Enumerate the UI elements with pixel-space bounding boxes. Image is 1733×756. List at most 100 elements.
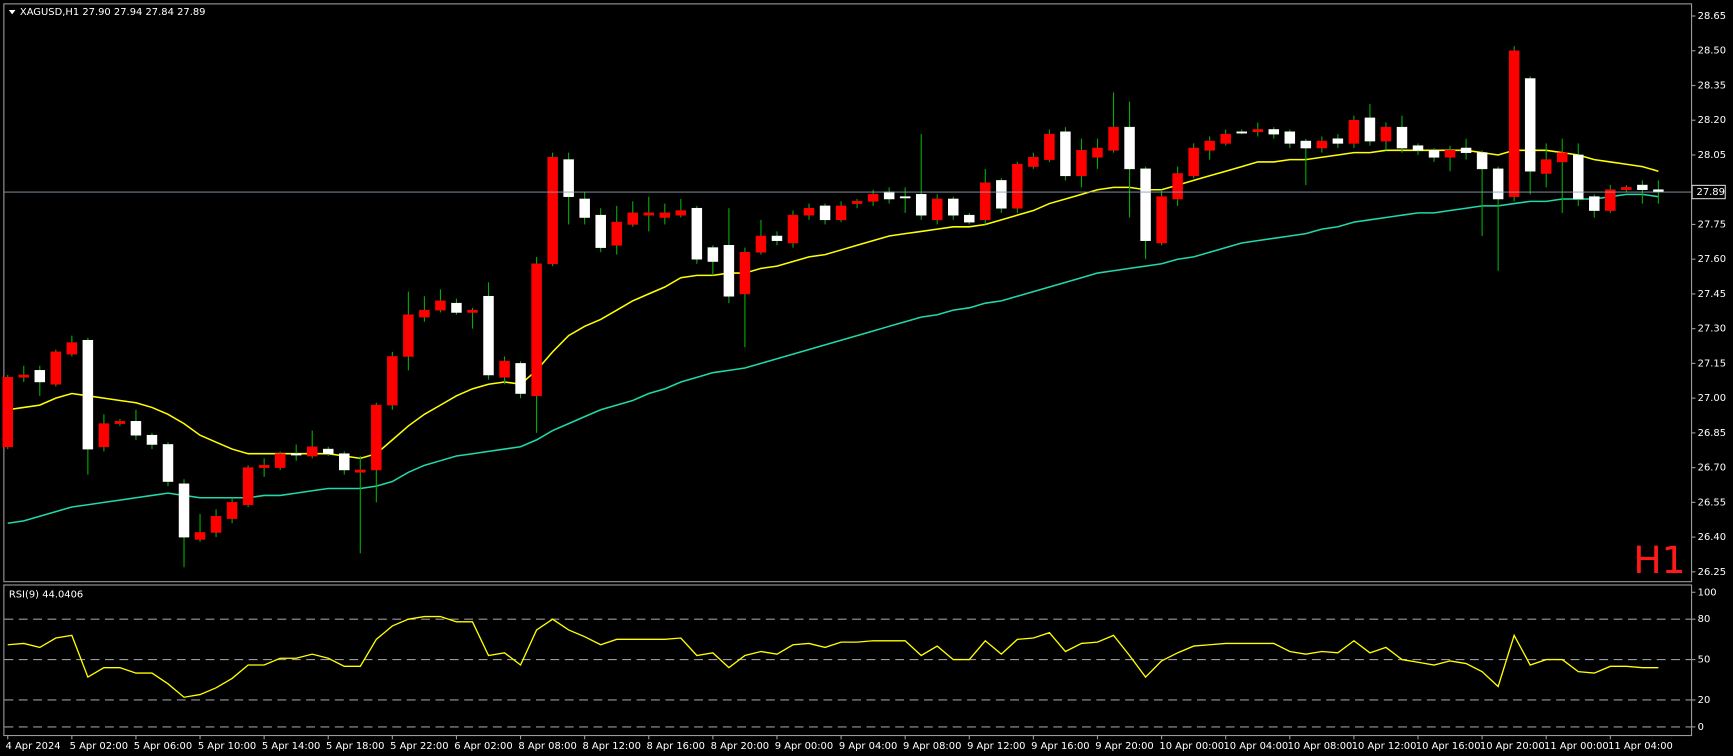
candle-body <box>419 309 430 318</box>
candle-body <box>739 251 751 295</box>
candle-body <box>1076 150 1087 177</box>
collapse-icon[interactable] <box>8 9 16 15</box>
candle-body <box>707 247 719 262</box>
x-tick-label: 10 Apr 04:00 <box>1223 741 1288 752</box>
candle-body <box>1589 196 1600 211</box>
x-tick-label: 5 Apr 14:00 <box>262 741 320 752</box>
x-tick-label: 9 Apr 16:00 <box>1031 741 1089 752</box>
y-tick-label: 28.20 <box>1698 115 1726 126</box>
candle-body <box>355 469 366 473</box>
y-tick-label: 80 <box>1698 614 1711 625</box>
candle-body <box>899 196 911 199</box>
y-tick-label: 28.35 <box>1698 80 1726 91</box>
candle-body <box>563 159 574 197</box>
candle-body <box>50 351 62 385</box>
rsi-header: RSI(9) 44.0406 <box>9 589 83 600</box>
y-tick-label: 28.50 <box>1698 46 1726 57</box>
y-tick-label: 50 <box>1698 655 1711 666</box>
candle-body <box>1268 129 1280 135</box>
candle-body <box>1140 168 1151 241</box>
candle-body <box>483 295 494 376</box>
price-panel <box>3 3 1693 583</box>
candle-body <box>146 434 158 445</box>
candle-body <box>162 444 174 482</box>
candle-body <box>226 502 238 519</box>
candle-body <box>915 194 927 216</box>
candle-body <box>883 191 895 200</box>
candle-body <box>1348 119 1360 144</box>
x-tick-label: 9 Apr 04:00 <box>839 741 897 752</box>
x-tick-label: 10 Apr 08:00 <box>1288 741 1353 752</box>
y-tick-label: 27.75 <box>1698 219 1726 230</box>
candle-body <box>1332 138 1344 144</box>
last-price-box <box>1691 184 1726 200</box>
candle-body <box>1300 140 1312 149</box>
y-tick-label: 0 <box>1698 722 1704 733</box>
candle-body <box>1124 126 1135 170</box>
candle-body <box>1396 126 1408 149</box>
y-tick-label: 26.70 <box>1698 463 1726 474</box>
y-tick-label: 27.45 <box>1698 289 1726 300</box>
x-tick-label: 8 Apr 12:00 <box>582 741 640 752</box>
candle-body <box>1156 196 1167 244</box>
y-tick-label: 28.65 <box>1698 11 1726 22</box>
candle-body <box>210 515 222 533</box>
candle-body <box>194 532 206 540</box>
candle-body <box>34 370 46 383</box>
candle-body <box>1316 140 1328 149</box>
candle-body <box>1540 159 1552 174</box>
candle-body <box>1605 189 1616 211</box>
candle-body <box>1556 152 1568 163</box>
candle-body <box>1204 140 1215 151</box>
candle-body <box>787 214 799 244</box>
candle-body <box>611 221 622 246</box>
candle-body <box>1252 129 1264 133</box>
candle-body <box>2 377 13 448</box>
candle-body <box>435 300 446 311</box>
candle-body <box>515 363 526 394</box>
candle-body <box>1188 147 1199 177</box>
candle-body <box>1284 131 1296 144</box>
candle-body <box>82 339 94 450</box>
x-tick-label: 8 Apr 08:00 <box>518 741 576 752</box>
moving-average <box>7 193 1659 524</box>
x-tick-label: 9 Apr 08:00 <box>903 741 961 752</box>
candle-body <box>1060 131 1071 177</box>
candle-body <box>531 263 542 397</box>
candle-body <box>755 235 767 253</box>
candle-body <box>178 483 190 538</box>
y-tick-label: 20 <box>1698 695 1711 706</box>
candle-body <box>643 212 655 216</box>
candle-body <box>659 212 671 218</box>
rsi-panel <box>3 584 1693 737</box>
y-tick-label: 26.55 <box>1698 497 1726 508</box>
candle-body <box>18 374 30 378</box>
x-tick-label: 10 Apr 00:00 <box>1159 741 1224 752</box>
x-tick-label: 10 Apr 20:00 <box>1480 741 1545 752</box>
candle-body <box>1108 126 1119 151</box>
candle-body <box>1444 150 1456 158</box>
x-tick-label: 10 Apr 12:00 <box>1352 741 1417 752</box>
candle-body <box>547 157 558 265</box>
candle-body <box>339 453 350 471</box>
candle-body <box>579 198 590 218</box>
candle-body <box>387 356 398 406</box>
candle-body <box>499 360 510 378</box>
candle-body <box>1524 78 1536 172</box>
candle-body <box>323 448 334 455</box>
y-tick-label: 26.85 <box>1698 428 1726 439</box>
x-tick-label: 5 Apr 02:00 <box>70 741 128 752</box>
candle-body <box>1412 145 1424 151</box>
candle-body <box>819 205 831 221</box>
last-price-label: 27.89 <box>1697 187 1725 198</box>
candle-body <box>980 182 991 221</box>
timeframe-watermark: H1 <box>1633 538 1685 582</box>
x-tick-label: 6 Apr 02:00 <box>454 741 512 752</box>
candle-body <box>1220 133 1231 144</box>
x-tick-label: 4 Apr 2024 <box>6 741 61 752</box>
candle-body <box>996 180 1007 209</box>
candle-body <box>306 446 318 457</box>
candle-body <box>290 453 302 456</box>
y-tick-label: 26.25 <box>1698 567 1726 578</box>
x-tick-label: 5 Apr 10:00 <box>198 741 256 752</box>
